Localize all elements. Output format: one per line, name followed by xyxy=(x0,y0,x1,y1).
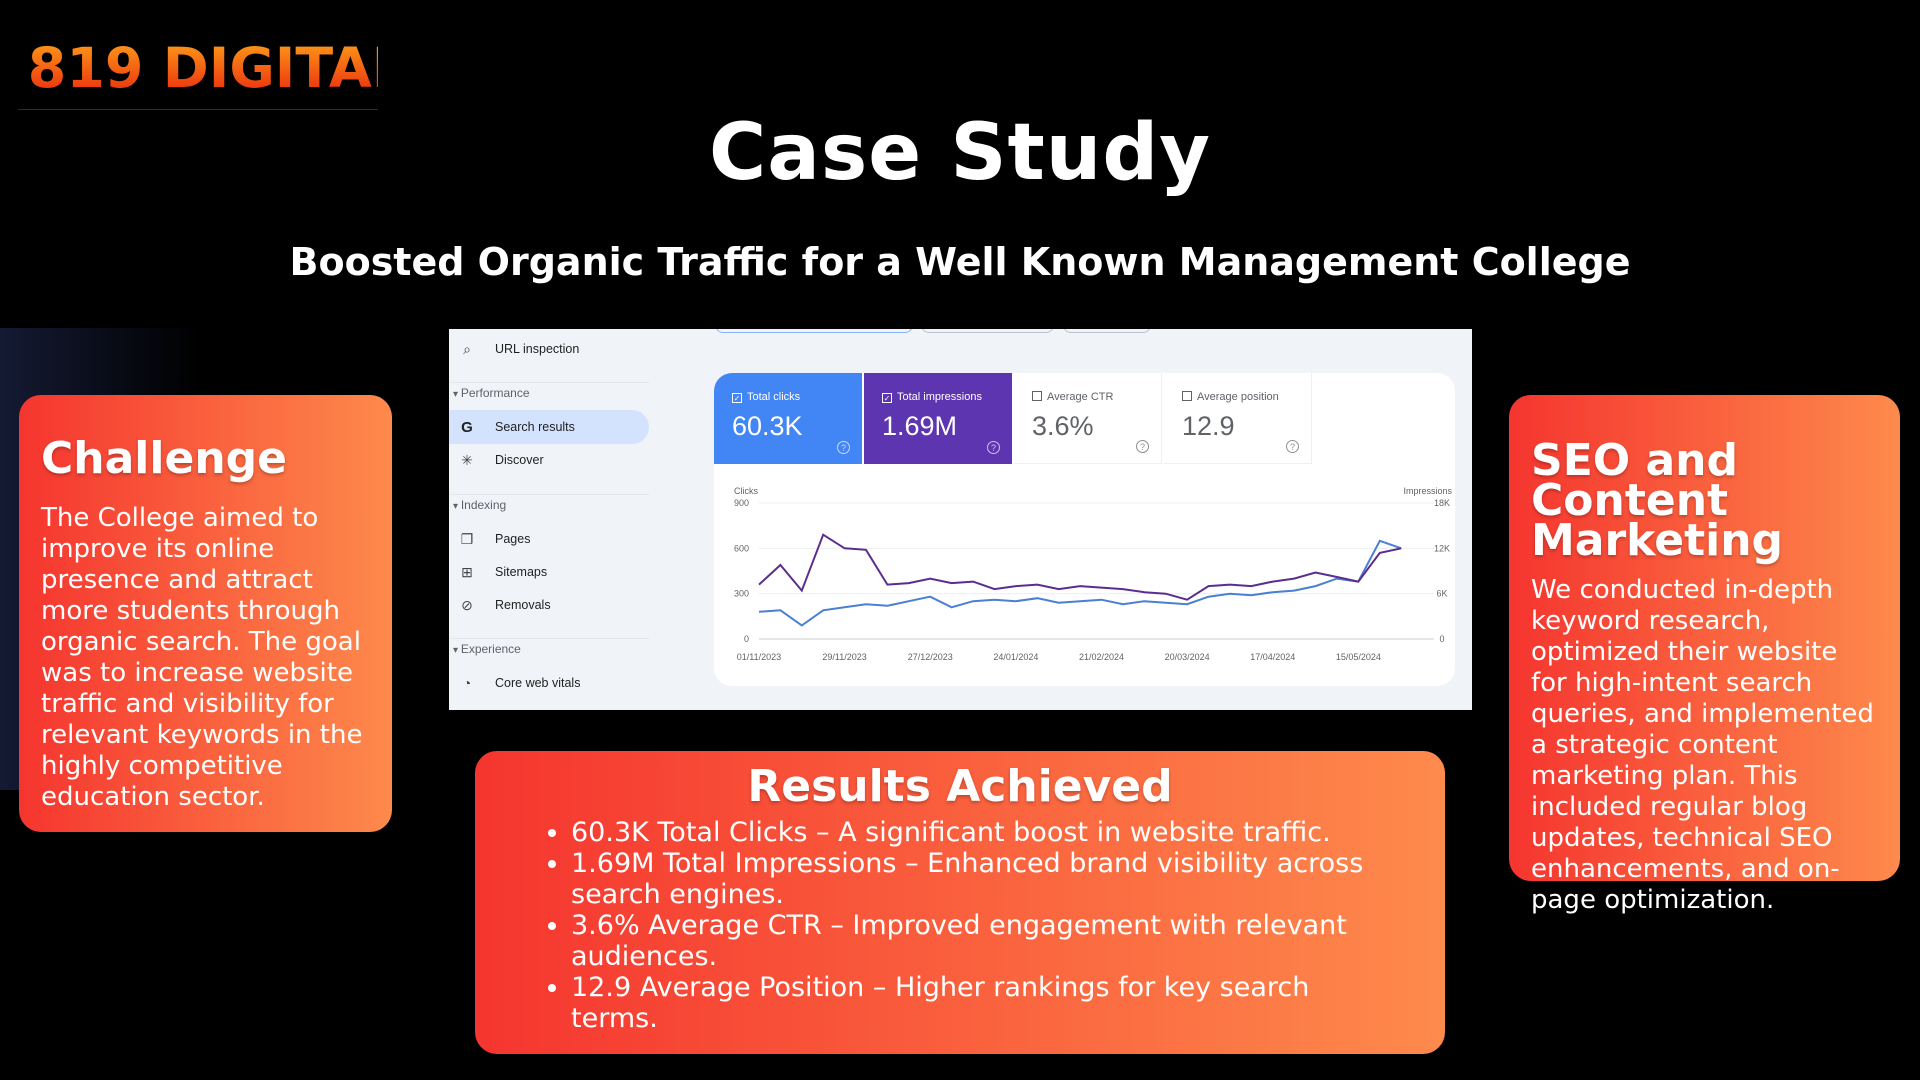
y2-axis-label: Impressions xyxy=(1403,486,1452,496)
sidebar-item-discover[interactable]: ✳ Discover xyxy=(449,443,649,477)
page-subtitle: Boosted Organic Traffic for a Well Known… xyxy=(289,240,1631,284)
y2-tick-label: 6K xyxy=(1436,589,1447,599)
sitemap-icon: ⊞ xyxy=(461,563,473,580)
y-tick-label: 600 xyxy=(734,543,749,553)
series-line-impressions xyxy=(758,533,1402,601)
sidebar-item-label: Sitemaps xyxy=(495,565,548,579)
sidebar-item-label: Search results xyxy=(495,420,575,434)
seo-title: SEO and Content Marketing xyxy=(1531,435,1784,566)
help-icon[interactable]: ? xyxy=(1286,440,1299,453)
checkbox-icon[interactable] xyxy=(1032,391,1042,401)
y2-tick-label: 18K xyxy=(1434,498,1450,508)
performance-card: ✓ Total clicks 60.3K? ✓ Total impressions 1.6… xyxy=(714,373,1455,686)
sidebar-item-removals[interactable]: ⊘ Removals xyxy=(449,588,649,622)
sidebar-item-label: Discover xyxy=(495,453,544,467)
x-tick-label: 01/11/2023 xyxy=(737,652,781,662)
checkbox-icon[interactable]: ✓ xyxy=(882,393,892,403)
metric-value: 60.3K xyxy=(732,411,803,441)
sidebar-item-pages[interactable]: ❐ Pages xyxy=(449,522,649,556)
sidebar-item-label: URL inspection xyxy=(495,342,580,356)
metric-value: 3.6% xyxy=(1032,411,1094,441)
sidebar-item-label: Removals xyxy=(495,598,551,612)
metric-label: Total impressions xyxy=(897,391,982,403)
result-item: 60.3K Total Clicks – A significant boost… xyxy=(571,817,1385,848)
nav-divider xyxy=(449,494,649,495)
metric-label: Average CTR xyxy=(1047,391,1114,403)
x-tick-label: 29/11/2023 xyxy=(822,652,866,662)
eye-off-icon: ⊘ xyxy=(461,596,473,613)
nav-section-performance[interactable]: Performance xyxy=(453,386,530,400)
nav-section-indexing[interactable]: Indexing xyxy=(453,498,506,512)
metric-value: 12.9 xyxy=(1182,411,1235,441)
metric-tile-total-clicks[interactable]: ✓ Total clicks 60.3K? xyxy=(714,373,862,464)
metric-label: Total clicks xyxy=(747,391,801,403)
challenge-body: The College aimed to improve its online … xyxy=(41,503,363,812)
metric-tile-average-ctr[interactable]: Average CTR 3.6%? xyxy=(1014,373,1162,464)
x-tick-label: 21/02/2024 xyxy=(1079,652,1124,662)
series-line-clicks xyxy=(758,539,1402,627)
sidebar-item-sitemaps[interactable]: ⊞ Sitemaps xyxy=(449,555,649,589)
checkbox-icon[interactable]: ✓ xyxy=(732,393,742,403)
nav-divider xyxy=(449,638,649,639)
challenge-title: Challenge xyxy=(41,433,287,484)
results-title: Results Achieved xyxy=(747,761,1173,812)
sidebar-item-label: Core web vitals xyxy=(495,676,581,690)
y-tick-label: 0 xyxy=(744,634,749,644)
gauge-icon: ◔ xyxy=(462,675,472,691)
tab-stub xyxy=(921,329,1054,333)
logo: 819 DIGITAL xyxy=(18,14,407,110)
svg-text:819 DIGITAL: 819 DIGITAL xyxy=(28,37,378,101)
nav-divider xyxy=(449,382,649,383)
results-list: 60.3K Total Clicks – A significant boost… xyxy=(535,817,1385,1034)
performance-chart: Clicks Impressions 0 0 300 6K 600 12K 900 18K 01/1… xyxy=(734,486,1453,662)
metric-tile-total-impressions[interactable]: ✓ Total impressions 1.69M? xyxy=(864,373,1012,464)
pages-icon: ❐ xyxy=(460,530,474,547)
page-title: Case Study xyxy=(708,108,1212,198)
metric-tile-average-position[interactable]: Average position 12.9? xyxy=(1164,373,1312,464)
tab-stub xyxy=(715,329,913,333)
seo-card: SEO and Content Marketing We conducted i… xyxy=(1509,395,1900,915)
x-tick-label: 17/04/2024 xyxy=(1250,652,1295,662)
nav-section-experience[interactable]: Experience xyxy=(453,642,521,656)
y-tick-label: 300 xyxy=(734,589,749,599)
metric-label: Average position xyxy=(1197,391,1279,403)
result-item: 12.9 Average Position – Higher rankings … xyxy=(571,972,1385,1034)
sidebar-item-core-web-vitals[interactable]: ◔ Core web vitals xyxy=(449,666,649,700)
y2-tick-label: 12K xyxy=(1434,543,1450,553)
x-tick-label: 20/03/2024 xyxy=(1165,652,1210,662)
checkbox-icon[interactable] xyxy=(1182,391,1192,401)
results-card: Results Achieved 60.3K Total Clicks – A … xyxy=(475,751,1445,1054)
challenge-card: Challenge The College aimed to improve i… xyxy=(19,395,392,832)
seo-body: We conducted in-depth keyword research, … xyxy=(1531,575,1874,915)
search-console-screenshot: ⌕ URL inspection Performance G Search result… xyxy=(449,329,1472,710)
asterisk-icon: ✳ xyxy=(461,451,473,468)
sidebar-item-url-inspection[interactable]: ⌕ URL inspection xyxy=(449,332,649,366)
sidebar-item-label: Pages xyxy=(495,532,531,546)
metric-value: 1.69M xyxy=(882,411,958,441)
y-tick-label: 900 xyxy=(734,498,749,508)
tab-stub xyxy=(1063,329,1151,333)
search-icon: ⌕ xyxy=(463,340,471,357)
y2-tick-label: 0 xyxy=(1439,634,1444,644)
x-tick-label: 27/12/2023 xyxy=(908,652,953,662)
help-icon[interactable]: ? xyxy=(987,441,1000,454)
result-item: 1.69M Total Impressions – Enhanced brand… xyxy=(571,848,1385,910)
google-icon: G xyxy=(461,418,473,436)
x-tick-label: 15/05/2024 xyxy=(1336,652,1381,662)
y-axis-label: Clicks xyxy=(734,486,758,496)
help-icon[interactable]: ? xyxy=(837,441,850,454)
x-tick-label: 24/01/2024 xyxy=(993,652,1038,662)
sidebar-item-search-results[interactable]: G Search results xyxy=(449,410,649,444)
result-item: 3.6% Average CTR – Improved engagement w… xyxy=(571,910,1385,972)
help-icon[interactable]: ? xyxy=(1136,440,1149,453)
